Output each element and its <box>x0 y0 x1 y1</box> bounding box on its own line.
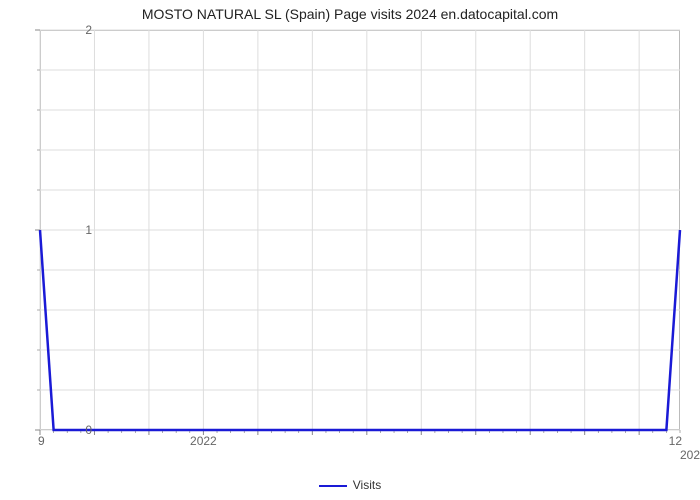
axis-ticks <box>35 30 680 435</box>
x-tick-label-major: 2022 <box>190 434 217 448</box>
y-tick-label: 2 <box>85 23 92 37</box>
chart-title: MOSTO NATURAL SL (Spain) Page visits 202… <box>0 6 700 22</box>
x-corner-right-sublabel: 202 <box>680 448 700 462</box>
series-line-visits <box>40 230 680 430</box>
grid <box>40 30 680 430</box>
y-tick-label: 0 <box>85 423 92 437</box>
legend: Visits <box>0 478 700 492</box>
x-corner-left-label: 9 <box>38 434 45 448</box>
legend-swatch-icon <box>319 485 347 487</box>
y-tick-label: 1 <box>85 223 92 237</box>
x-corner-right-label: 12 <box>669 434 682 448</box>
chart-svg <box>40 30 680 430</box>
chart-area <box>40 30 680 430</box>
legend-label: Visits <box>353 478 381 492</box>
